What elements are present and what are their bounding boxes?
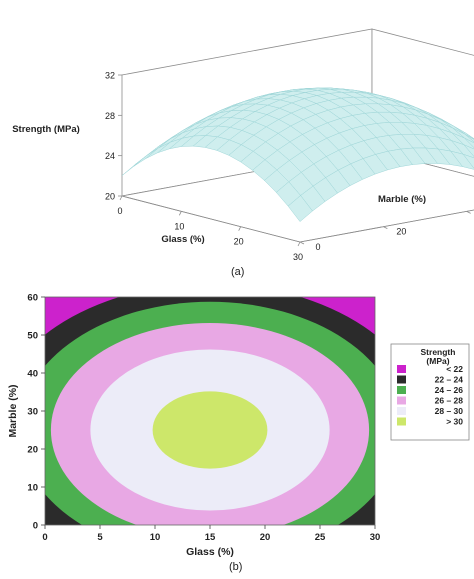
legend-swatch [397, 417, 406, 426]
x-tick-label: 20 [260, 532, 271, 543]
y-tick-label: 30 [27, 407, 38, 418]
legend-swatch [397, 375, 406, 384]
legend-swatch [397, 396, 406, 405]
x-tick-label: 15 [205, 532, 216, 543]
y-tick-label: 40 [27, 369, 38, 380]
marble-axis-label: Marble (%) [378, 194, 426, 205]
y-tick-label: 60 [27, 293, 38, 304]
glass-axis-label: Glass (%) [161, 234, 204, 245]
contour-plot: 0 5 10 15 20 25 30 0 10 20 30 40 50 60 Glass (%) Marble… [7, 293, 470, 558]
legend-swatch [397, 386, 406, 394]
legend-entry: 22 – 24 [435, 375, 464, 385]
legend-entry: 28 – 30 [435, 406, 464, 416]
caption-a: (a) [231, 266, 245, 278]
surface-plot-panel: 2024283201020300204060Strength (MPa)Glas… [0, 0, 474, 285]
z-axis-label: Strength (MPa) [12, 124, 80, 135]
legend-swatch [397, 407, 406, 415]
surface-mesh-cell [287, 195, 313, 222]
contour-region [152, 391, 268, 469]
marble-tick-mark [466, 210, 471, 214]
glass-tick-label: 30 [293, 252, 303, 262]
legend-title: Strength [421, 347, 456, 357]
y-tick-label: 0 [33, 521, 38, 532]
surface-plot: 2024283201020300204060Strength (MPa)Glas… [12, 28, 474, 262]
glass-tick-mark [178, 211, 182, 216]
glass-tick-label: 10 [174, 221, 184, 231]
x-tick-label: 5 [97, 532, 103, 543]
legend-title: (MPa) [426, 356, 449, 366]
legend-swatch [397, 365, 406, 373]
z-tick-label: 20 [105, 192, 115, 202]
y-tick-label: 20 [27, 445, 38, 456]
legend-entry: 26 – 28 [435, 396, 464, 406]
contour-plot-panel: 0 5 10 15 20 25 30 0 10 20 30 40 50 60 Glass (%) Marble… [0, 285, 474, 579]
x-tick-label: 10 [150, 532, 161, 543]
glass-tick-label: 20 [234, 237, 244, 247]
glass-axis-line [121, 195, 301, 243]
legend-entry: < 22 [446, 364, 463, 374]
y-tick-label: 10 [27, 483, 38, 494]
marble-tick-mark [383, 226, 388, 230]
y-axis-label: Marble (%) [7, 384, 19, 437]
legend-entry: > 30 [446, 417, 463, 427]
glass-tick-mark [119, 195, 123, 201]
y-tick-label: 50 [27, 331, 38, 342]
marble-tick-label: 20 [396, 227, 406, 237]
x-tick-label: 25 [315, 532, 326, 543]
marble-tick-label: 0 [315, 242, 320, 252]
legend-entry: 24 – 26 [435, 385, 464, 395]
x-tick-label: 30 [370, 532, 381, 543]
x-axis-label: Glass (%) [186, 546, 234, 558]
contour-plot-area [45, 297, 375, 525]
glass-tick-mark [297, 241, 301, 247]
z-tick-label: 32 [105, 71, 115, 81]
glass-tick-mark [238, 226, 242, 231]
x-tick-label: 0 [42, 532, 47, 543]
marble-tick-mark [299, 241, 305, 245]
caption-b: (b) [229, 561, 243, 573]
glass-tick-label: 0 [117, 206, 122, 216]
z-tick-label: 28 [105, 111, 115, 121]
floor-edge-front [299, 209, 474, 243]
z-tick-label: 24 [105, 151, 115, 161]
